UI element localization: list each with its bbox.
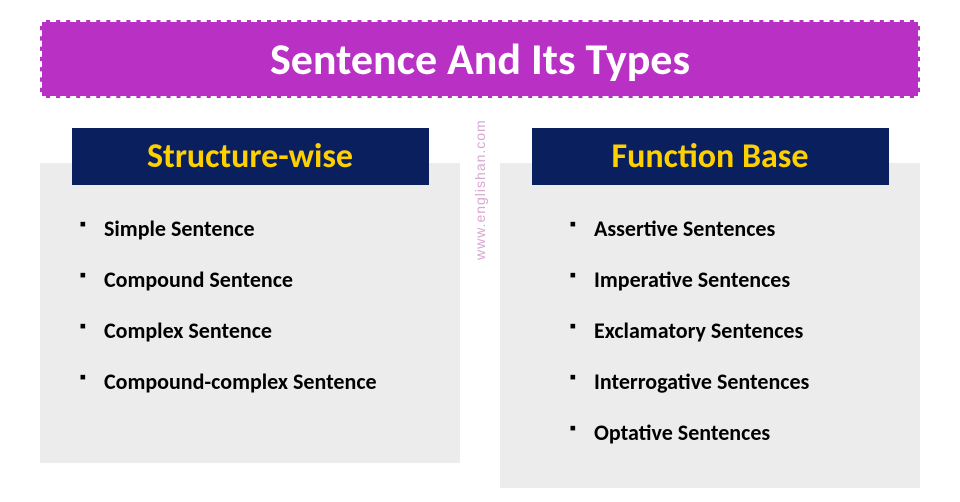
function-list: Assertive Sentences Imperative Sentences… <box>530 203 890 458</box>
list-item: Complex Sentence <box>80 305 430 356</box>
list-item: Exclamatory Sentences <box>570 305 890 356</box>
page-title: Sentence And Its Types <box>40 20 920 98</box>
list-item: Compound Sentence <box>80 254 430 305</box>
list-item: Assertive Sentences <box>570 203 890 254</box>
watermark-text: www.englishan.com <box>472 119 488 260</box>
structure-column: Structure-wise Simple Sentence Compound … <box>40 128 460 488</box>
structure-body: Simple Sentence Compound Sentence Comple… <box>40 163 460 463</box>
list-item: Compound-complex Sentence <box>80 356 430 407</box>
function-column: Function Base Assertive Sentences Impera… <box>500 128 920 488</box>
list-item: Interrogative Sentences <box>570 356 890 407</box>
function-header: Function Base <box>532 128 889 185</box>
structure-list: Simple Sentence Compound Sentence Comple… <box>70 203 430 407</box>
function-body: Assertive Sentences Imperative Sentences… <box>500 163 920 488</box>
list-item: Optative Sentences <box>570 407 890 458</box>
list-item: Imperative Sentences <box>570 254 890 305</box>
structure-header: Structure-wise <box>72 128 429 185</box>
list-item: Simple Sentence <box>80 203 430 254</box>
